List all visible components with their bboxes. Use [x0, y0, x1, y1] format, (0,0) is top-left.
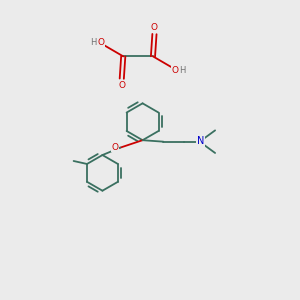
Text: O: O [172, 66, 178, 75]
Text: H: H [179, 66, 186, 75]
Text: N: N [197, 136, 204, 146]
Text: O: O [151, 23, 158, 32]
Text: O: O [118, 81, 125, 90]
Text: O: O [98, 38, 105, 47]
Text: O: O [111, 142, 118, 152]
Text: H: H [90, 38, 97, 47]
